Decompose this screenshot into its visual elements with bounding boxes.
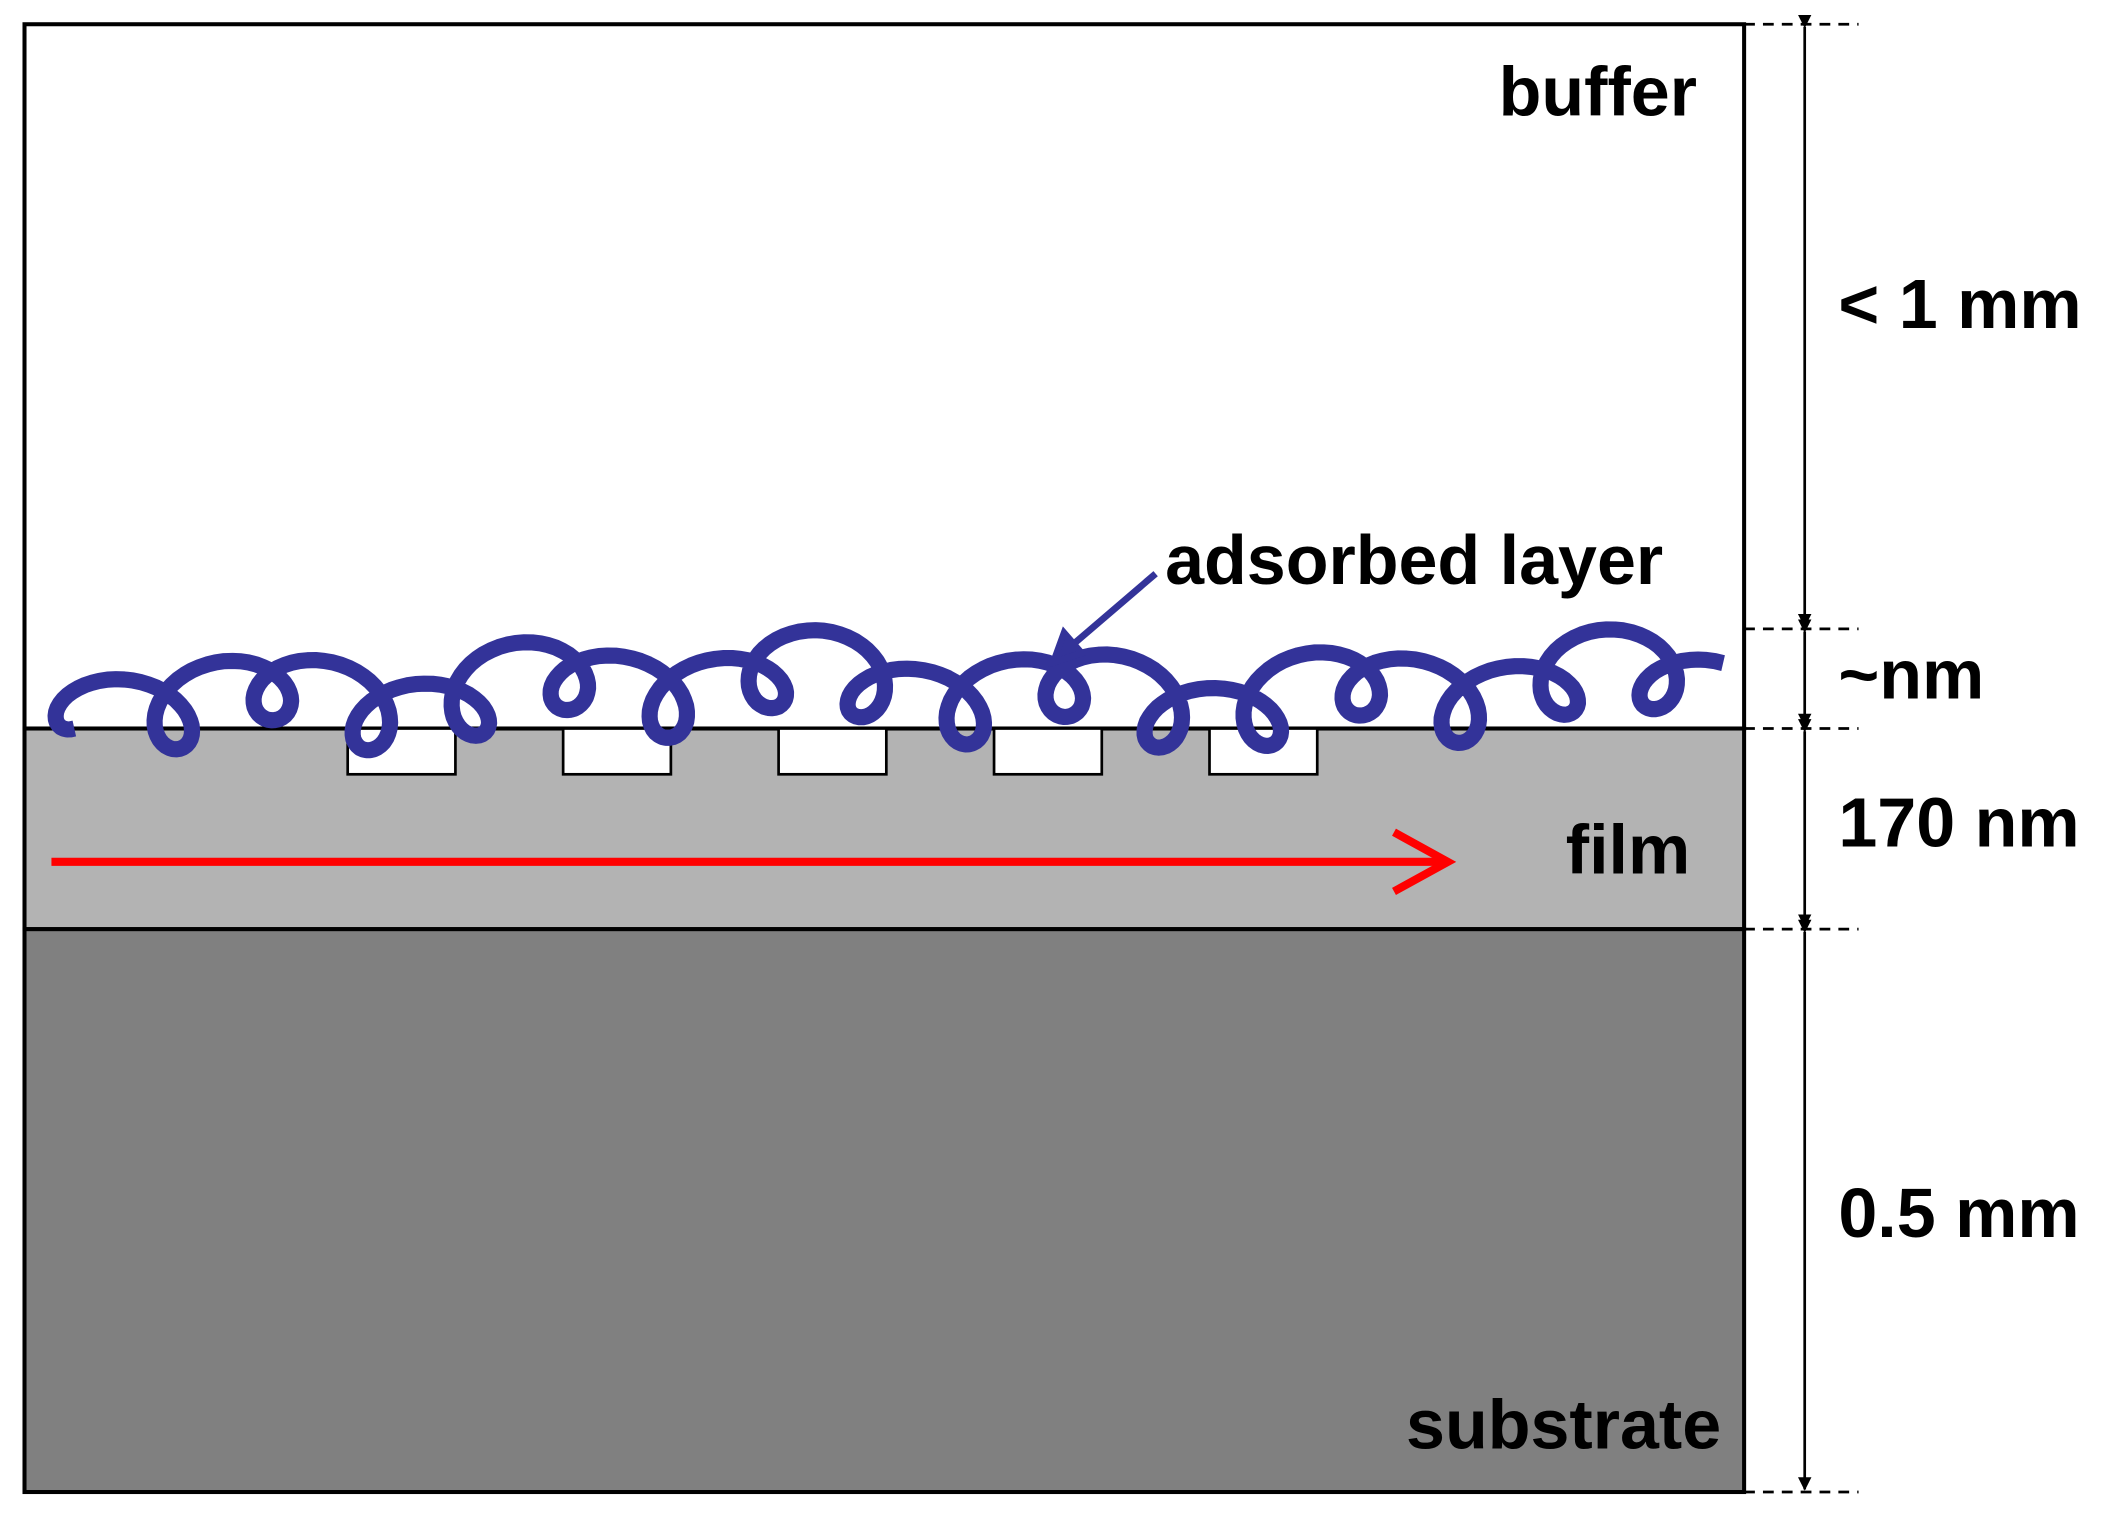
film-label: film — [1566, 811, 1690, 889]
buffer-label: buffer — [1499, 52, 1697, 130]
substrate-label: substrate — [1406, 1386, 1721, 1464]
dimension-label: 170 nm — [1838, 784, 2079, 862]
polymer-coil — [47, 621, 1725, 759]
flow-arrow — [51, 828, 1457, 895]
dimension-ticks — [1744, 22, 1859, 1494]
dimension-label: < 1 mm — [1838, 265, 2081, 343]
dimension-label: ~nm — [1838, 636, 1984, 714]
annotation-arrow — [1047, 571, 1158, 668]
substrate-region — [22, 927, 1747, 1495]
dimension-label: 0.5 mm — [1838, 1174, 2079, 1252]
buffer-region — [22, 22, 1747, 731]
groove — [992, 727, 1104, 776]
groove — [777, 727, 888, 776]
adsorbed-layer-label: adsorbed layer — [1165, 521, 1663, 599]
grooves — [346, 727, 1319, 776]
